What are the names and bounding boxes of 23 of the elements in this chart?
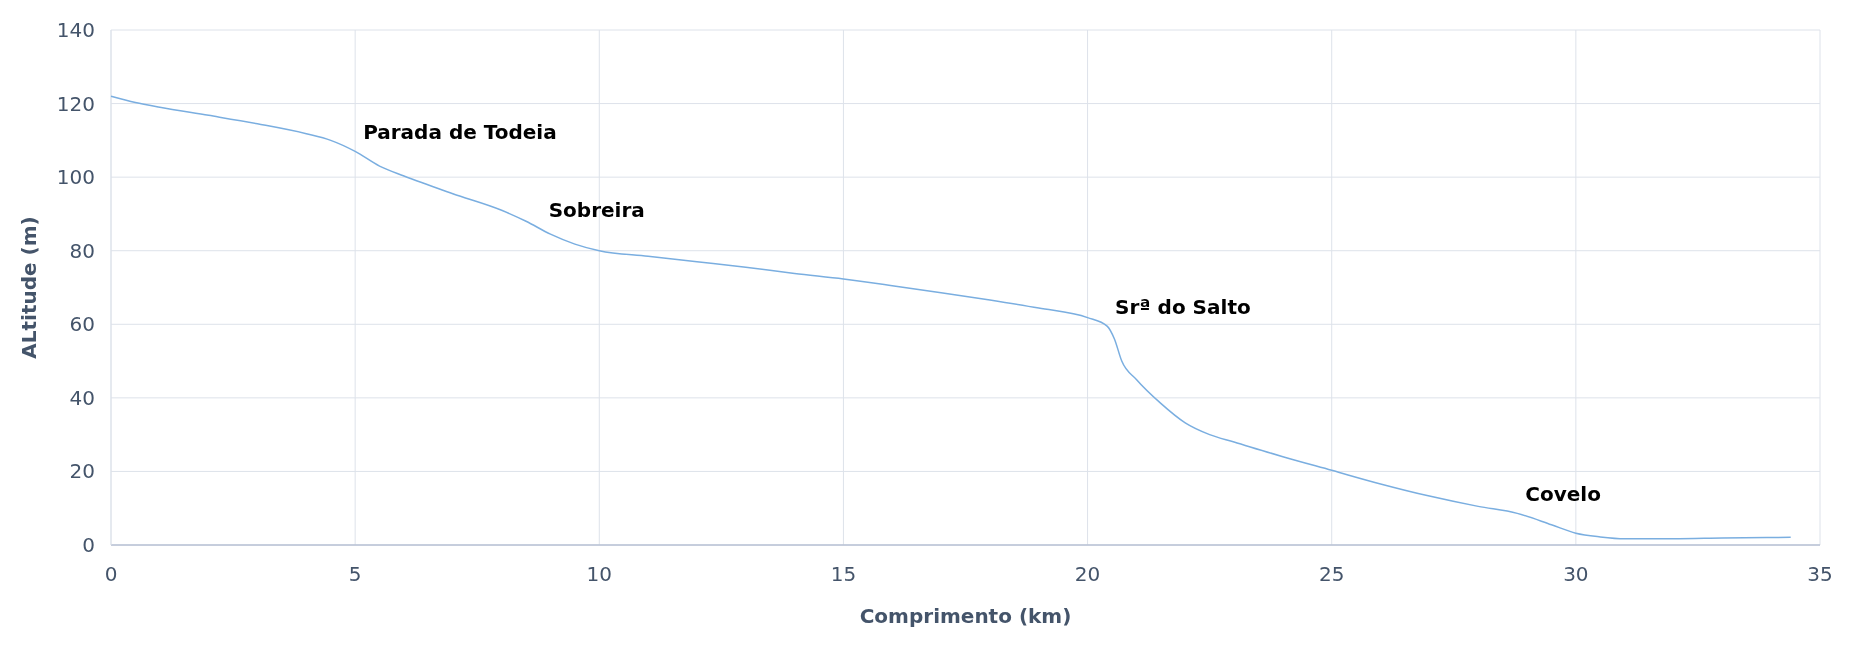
x-tick-label: 20 [1074,562,1101,586]
y-tick-label: 120 [56,91,95,116]
annotation: Sobreira [548,197,645,222]
x-tick-label: 0 [104,562,118,586]
y-axis-title: ALtitude (m) [17,216,41,359]
annotation: Srª do Salto [1115,295,1251,320]
y-tick-label: 0 [82,533,95,557]
y-tick-label: 60 [69,312,95,337]
annotation: Parada de Todeia [363,120,557,145]
y-tick-label: 80 [69,238,95,263]
line-series [110,95,1792,540]
x-tick-label: 15 [830,562,857,586]
y-tick-label: 140 [56,18,95,42]
x-tick-label: 25 [1318,562,1345,586]
x-tick-label: 10 [586,562,613,586]
x-tick-label: 30 [1563,562,1589,586]
annotation: Covelo [1525,482,1601,507]
x-tick-label: 5 [348,562,362,586]
y-tick-label: 100 [56,165,95,190]
y-tick-label: 40 [69,385,95,410]
y-tick-label: 20 [69,459,95,484]
x-tick-label: 35 [1807,562,1833,586]
x-axis-title: Comprimento (km) [859,604,1072,628]
